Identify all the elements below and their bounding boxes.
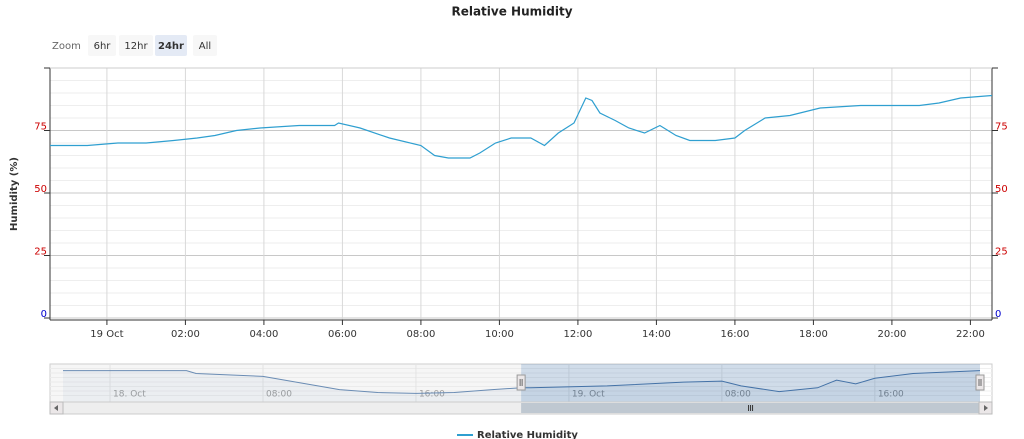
x-tick-label: 08:00 bbox=[406, 329, 435, 340]
x-tick-label: 22:00 bbox=[956, 329, 985, 340]
grid: 0 0 25 25 50 50 75 75 19 Oct 02:00 04:00 06:00 08:00… bbox=[34, 67, 1008, 340]
y-tick-label: 75 bbox=[34, 122, 47, 133]
x-tick-label: 12:00 bbox=[563, 329, 592, 340]
navigator-tick-label: 16:00 bbox=[878, 390, 904, 400]
zoom-button[interactable] bbox=[193, 35, 217, 56]
navigator: 18. Oct 08:00 16:00 19. Oct 08:00 16:00 bbox=[49, 363, 993, 415]
y2-tick-label: 0 bbox=[995, 309, 1001, 320]
y2-tick-label: 25 bbox=[995, 247, 1008, 258]
legend-label[interactable]: Relative Humidity bbox=[477, 430, 578, 439]
navigator-selection[interactable] bbox=[521, 364, 980, 402]
y-axis-title: Humidity (%) bbox=[9, 157, 20, 231]
x-tick-label: 20:00 bbox=[877, 329, 906, 340]
zoom-button-label[interactable]: 6hr bbox=[94, 41, 112, 52]
zoom-button[interactable] bbox=[119, 35, 153, 56]
navigator-line bbox=[63, 370, 981, 394]
navigator-tick-label: 08:00 bbox=[725, 390, 751, 400]
navigator-tick-label: 16:00 bbox=[419, 390, 445, 400]
zoom-button[interactable] bbox=[88, 35, 116, 56]
chart-title: Relative Humidity bbox=[451, 5, 572, 19]
plot bbox=[50, 94, 993, 159]
x-tick-label: 02:00 bbox=[171, 329, 200, 340]
zoom-button-label[interactable]: All bbox=[199, 41, 211, 52]
zoom-button-label[interactable]: 24hr bbox=[158, 41, 184, 52]
navigator-tick-label: 18. Oct bbox=[113, 390, 146, 400]
navigator-handle[interactable] bbox=[975, 374, 985, 391]
data-line bbox=[50, 94, 993, 159]
y-tick-label: 50 bbox=[34, 184, 47, 195]
y2-tick-label: 75 bbox=[995, 122, 1008, 133]
x-tick-label: 18:00 bbox=[799, 329, 828, 340]
scrollbar-right-arrow bbox=[984, 405, 988, 411]
scrollbar-left-arrow bbox=[54, 405, 58, 411]
zoom-button[interactable] bbox=[155, 35, 187, 56]
navigator-tick-label: 08:00 bbox=[266, 390, 292, 400]
zoom-button-label[interactable]: 12hr bbox=[124, 41, 148, 52]
navigator-tick-label: 19. Oct bbox=[572, 390, 605, 400]
x-tick-label: 10:00 bbox=[485, 329, 514, 340]
x-tick-label: 14:00 bbox=[642, 329, 671, 340]
y2-tick-label: 50 bbox=[995, 184, 1008, 195]
navigator-area bbox=[63, 370, 980, 402]
navigator-handle[interactable] bbox=[516, 374, 526, 391]
x-tick-label: 19 Oct bbox=[90, 329, 123, 340]
x-tick-label: 04:00 bbox=[249, 329, 278, 340]
navigator-mask-left bbox=[50, 364, 522, 402]
y-tick-label: 25 bbox=[34, 247, 47, 258]
zoom-label: Zoom bbox=[52, 41, 81, 52]
x-tick-label: 06:00 bbox=[328, 329, 357, 340]
x-tick-label: 16:00 bbox=[720, 329, 749, 340]
y-tick-label: 0 bbox=[41, 309, 47, 320]
plot-background bbox=[50, 68, 992, 320]
